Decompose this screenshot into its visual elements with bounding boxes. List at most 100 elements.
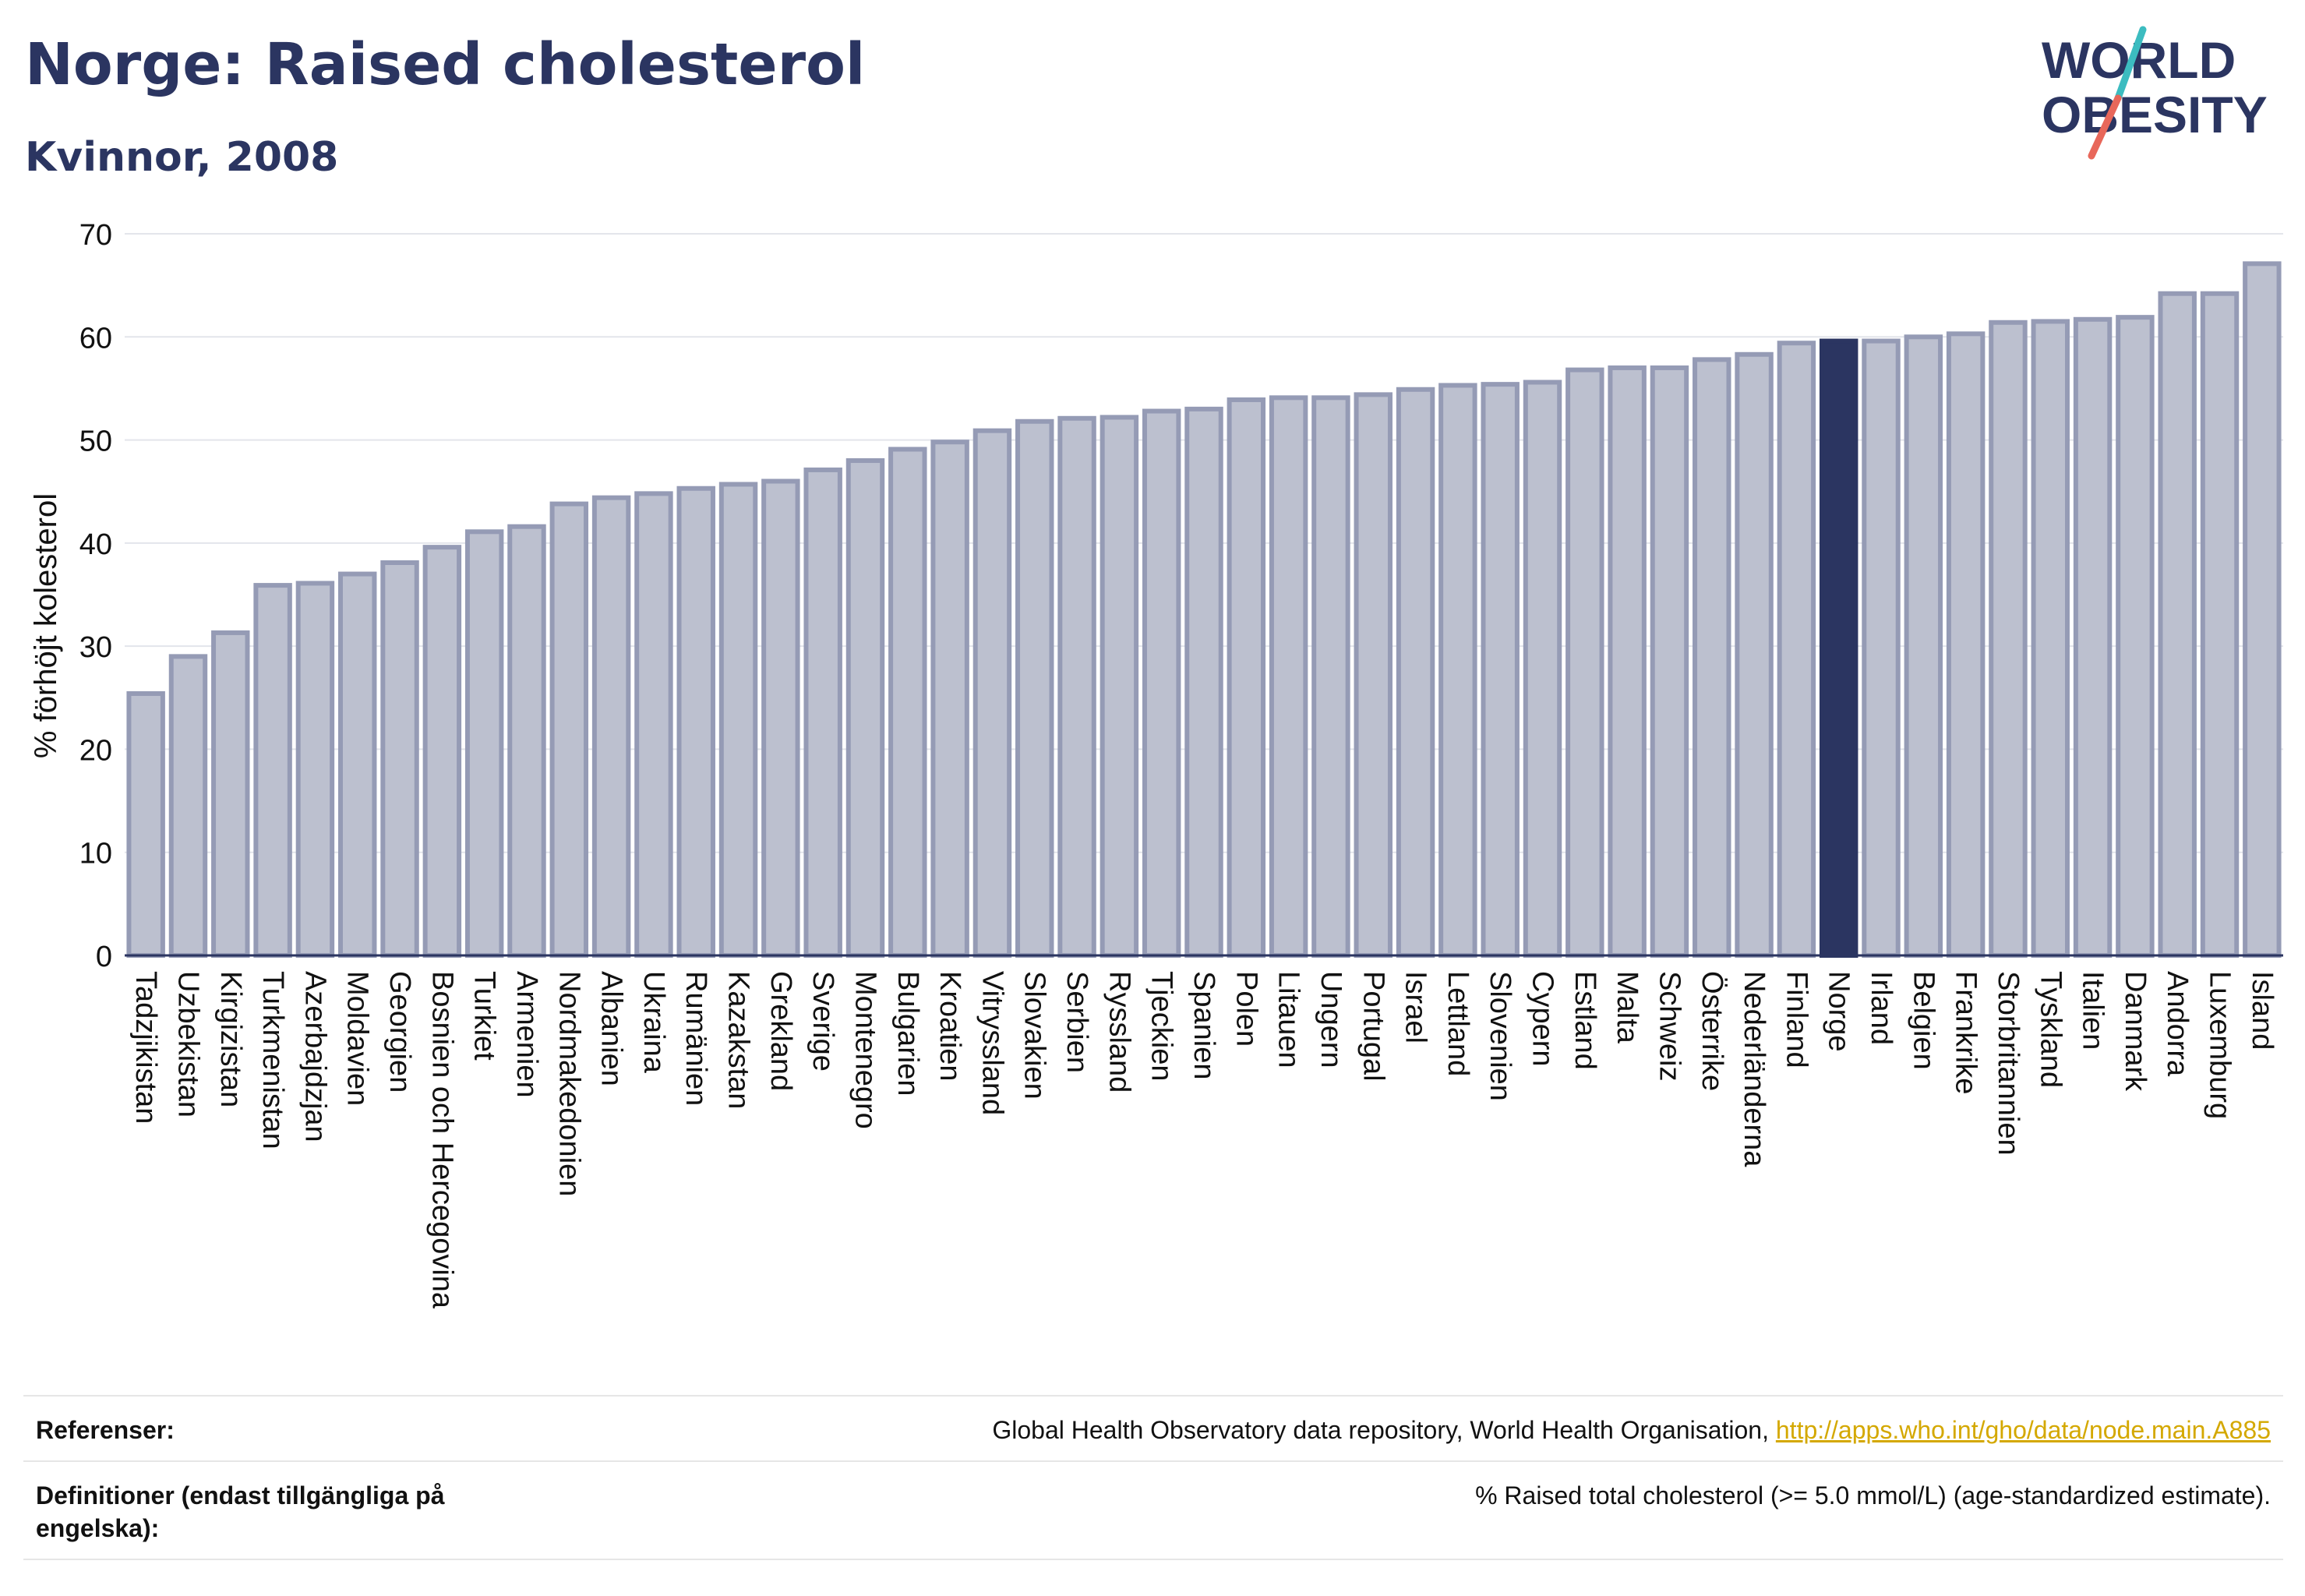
x-tick-label: Island bbox=[2246, 971, 2279, 1050]
x-labels-layer: Tadzjikistan Uzbekistan Kirgizistan Turkmen… bbox=[129, 971, 2279, 1309]
chart-subtitle: Kvinnor, 2008 bbox=[25, 134, 339, 181]
bar-ryssland bbox=[1100, 415, 1139, 958]
axis-layer: 0 10 20 30 40 50 60 70 bbox=[79, 219, 2283, 973]
bar-kroatien bbox=[930, 440, 969, 958]
bar-lettland bbox=[1438, 383, 1477, 958]
bar-nederländerna bbox=[1735, 351, 1774, 958]
bar-azerbajdzjan bbox=[295, 581, 335, 958]
y-tick-label: 60 bbox=[79, 322, 112, 355]
bar-island bbox=[2243, 261, 2282, 958]
bar-slovenien bbox=[1481, 382, 1520, 958]
x-tick-label: Österrike bbox=[1696, 971, 1728, 1091]
x-tick-label: Andorra bbox=[2161, 971, 2194, 1077]
y-tick-label: 20 bbox=[79, 734, 112, 767]
x-tick-label: Kazakstan bbox=[722, 971, 755, 1109]
bar-rumänien bbox=[676, 486, 715, 958]
bar-litauen bbox=[1269, 395, 1308, 958]
bar-storbritannien bbox=[1989, 320, 2028, 959]
logo-slash-red bbox=[2088, 94, 2122, 160]
x-tick-label: Albanien bbox=[595, 971, 628, 1086]
x-tick-label: Slovakien bbox=[1018, 971, 1051, 1100]
x-tick-label: Frankrike bbox=[1950, 971, 1982, 1094]
bar-tadzjikistan bbox=[126, 690, 165, 958]
bar-bosnien-och-hercegovina bbox=[422, 545, 462, 958]
bar-ukraina bbox=[634, 491, 673, 958]
x-tick-label: Bulgarien bbox=[891, 971, 924, 1096]
x-tick-label: Malta bbox=[1611, 971, 1643, 1044]
bar-uzbekistan bbox=[168, 654, 208, 958]
x-tick-label: Turkiet bbox=[468, 971, 501, 1061]
references-row: Referenser: Global Health Observatory da… bbox=[23, 1395, 2283, 1462]
bar-danmark bbox=[2116, 315, 2155, 958]
x-tick-label: Cypern bbox=[1527, 971, 1559, 1067]
bar-chart: 0 10 20 30 40 50 60 70 Tadzjikistan Uzbekistan Ki… bbox=[29, 219, 2283, 1309]
bar-irland bbox=[1862, 338, 1901, 958]
bar-grekland bbox=[761, 478, 800, 958]
x-tick-label: Kroatien bbox=[934, 971, 966, 1082]
x-tick-label: Rumänien bbox=[679, 971, 712, 1106]
x-tick-label: Belgien bbox=[1907, 971, 1940, 1070]
y-axis-label: % förhöjt kolesterol bbox=[29, 493, 63, 758]
definitions-value: % Raised total cholesterol (>= 5.0 mmol/… bbox=[1475, 1481, 2271, 1509]
x-tick-label: Estland bbox=[1569, 971, 1601, 1070]
x-tick-label: Vitryssland bbox=[976, 971, 1008, 1115]
bar-österrike bbox=[1693, 357, 1731, 959]
x-tick-label: Moldavien bbox=[341, 971, 374, 1106]
bar-andorra bbox=[2158, 291, 2197, 958]
bar-polen bbox=[1227, 397, 1266, 958]
bar-israel bbox=[1396, 387, 1435, 959]
world-obesity-logo: WORLD OBESITY bbox=[2042, 26, 2268, 160]
x-tick-label: Montenegro bbox=[849, 971, 881, 1129]
x-tick-label: Storbritannien bbox=[1992, 971, 2024, 1156]
y-tick-label: 0 bbox=[96, 941, 112, 973]
x-tick-label: Grekland bbox=[764, 971, 797, 1091]
x-tick-label: Georgien bbox=[383, 971, 416, 1093]
bar-sverige bbox=[803, 467, 842, 958]
bar-frankrike bbox=[1946, 331, 1986, 958]
bar-bulgarien bbox=[888, 447, 927, 958]
bar-slovakien bbox=[1015, 418, 1054, 958]
x-tick-label: Ryssland bbox=[1103, 971, 1135, 1093]
x-tick-label: Israel bbox=[1400, 971, 1432, 1043]
x-tick-label: Ungern bbox=[1315, 971, 1347, 1068]
bar-albanien bbox=[591, 495, 631, 958]
logo-slash-teal bbox=[2114, 26, 2147, 102]
bar-kazakstan bbox=[718, 482, 758, 958]
bar-finland bbox=[1777, 341, 1816, 959]
definitions-row: Definitioner (endast tillgängliga på eng… bbox=[23, 1460, 2283, 1560]
bar-turkiet bbox=[464, 529, 504, 958]
chart-title: Norge: Raised cholesterol bbox=[25, 31, 866, 98]
bar-ungern bbox=[1311, 395, 1350, 958]
x-tick-label: Schweiz bbox=[1653, 971, 1686, 1082]
x-tick-label: Bosnien och Hercegovina bbox=[425, 971, 458, 1309]
x-tick-label: Tadzjikistan bbox=[129, 971, 162, 1124]
bar-georgien bbox=[380, 560, 419, 959]
bar-moldavien bbox=[338, 571, 377, 958]
bar-cypern bbox=[1523, 380, 1562, 958]
x-tick-label: Danmark bbox=[2119, 971, 2151, 1092]
bar-tyskland bbox=[2031, 319, 2070, 958]
x-tick-label: Azerbajdzjan bbox=[298, 971, 331, 1142]
bar-estland bbox=[1565, 367, 1604, 959]
bar-spanien bbox=[1184, 406, 1223, 958]
bar-schweiz bbox=[1650, 365, 1689, 958]
y-tick-label: 30 bbox=[79, 631, 112, 664]
bar-tjeckien bbox=[1142, 408, 1181, 958]
x-tick-label: Armenien bbox=[510, 971, 543, 1098]
x-tick-label: Ukraina bbox=[637, 971, 670, 1074]
bar-luxemburg bbox=[2200, 291, 2240, 958]
x-tick-label: Tjeckien bbox=[1145, 971, 1178, 1082]
references-label: Referenser: bbox=[36, 1416, 175, 1444]
bar-turkmenistan bbox=[253, 583, 292, 958]
bar-armenien bbox=[507, 524, 546, 958]
x-tick-label: Sverige bbox=[807, 971, 839, 1072]
references-text: Global Health Observatory data repositor… bbox=[992, 1416, 1776, 1444]
references-link[interactable]: http://apps.who.int/gho/data/node.main.A… bbox=[1775, 1416, 2271, 1444]
bar-vitryssland bbox=[972, 428, 1012, 958]
bar-nordmakedonien bbox=[549, 501, 589, 958]
bars-layer bbox=[126, 261, 2282, 959]
x-tick-label: Spanien bbox=[1188, 971, 1220, 1079]
x-tick-label: Luxemburg bbox=[2204, 971, 2236, 1119]
x-tick-label: Uzbekistan bbox=[171, 971, 204, 1118]
bar-norge bbox=[1819, 338, 1858, 958]
